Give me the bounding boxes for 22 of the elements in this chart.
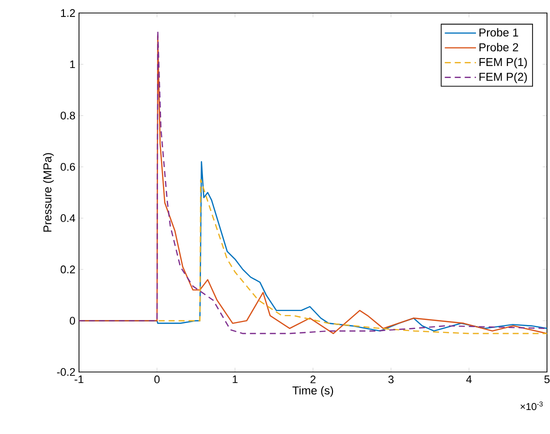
y-tick-label: 0 — [70, 316, 76, 325]
legend-label: FEM P(1) — [480, 58, 527, 68]
y-tick-label: 0.2 — [60, 266, 75, 274]
x-tick-label: 2 — [310, 376, 316, 384]
y-tick-label: 0.6 — [60, 162, 75, 171]
y-tick-label: 0.8 — [60, 112, 75, 120]
y-axis-title: Pressure (MPa) — [43, 153, 54, 232]
x-tick-label: -1 — [74, 376, 84, 384]
y-tick-label: 0.4 — [60, 214, 76, 222]
x-axis-title: Time (s) — [292, 386, 334, 397]
x-tick-label: 5 — [544, 376, 550, 384]
text: ×10$^{-3}$ — [520, 402, 543, 410]
y-tick-label: 1 — [70, 60, 75, 68]
x-tick-label: 3 — [388, 376, 394, 384]
x-tick-label: 4 — [466, 376, 472, 384]
legend-label: Probe 1 — [480, 28, 518, 37]
y-tick-label: 1.2 — [61, 9, 75, 17]
legend-label: Probe 2 — [480, 42, 518, 52]
x-tick-label: 0 — [154, 376, 160, 384]
y-tick-label: -0.2 — [57, 368, 75, 376]
legend-label: FEM P(2) — [480, 72, 527, 84]
x-tick-label: 1 — [232, 376, 238, 384]
